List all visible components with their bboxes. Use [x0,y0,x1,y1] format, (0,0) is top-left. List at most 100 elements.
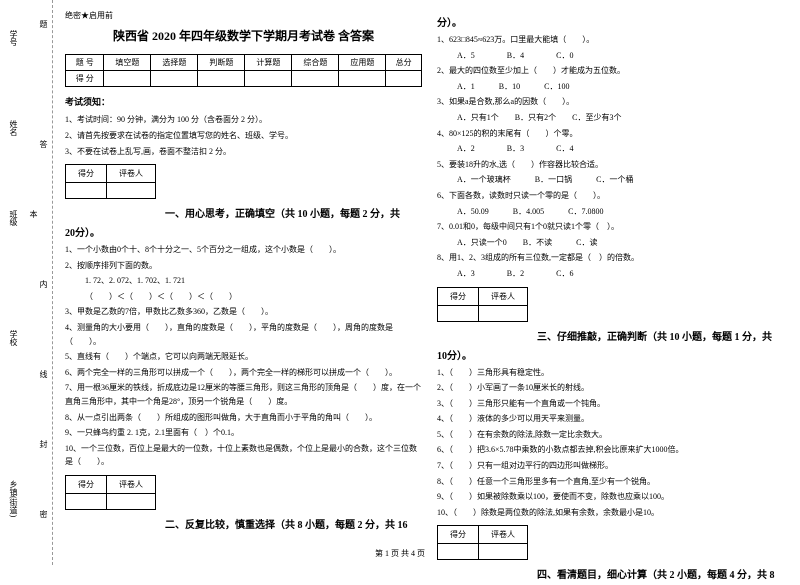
cell: 综合题 [292,55,339,71]
question-data: 1. 72、2. 072、1. 702、1. 721 [65,274,422,288]
seal-text: 本 [28,210,39,218]
question: 1、623□845≈623万。口里最大能填（ ）。 [437,33,794,47]
question: 1、（ ）三角形具有稳定性。 [437,366,794,380]
page-footer: 第 1 页 共 4 页 [0,548,800,559]
question: 1、一个小数由0个十、8个十分之一、5个百分之一组成，这个小数是（ ）。 [65,243,422,257]
section-1-title: 一、用心思考，正确填空（共 10 小题，每题 2 分，共 [65,205,422,220]
marker-table: 得分评卷人 [65,475,156,510]
field-school: 学校 [8,330,19,346]
seal-text: 答 [38,140,49,148]
notice-title: 考试须知： [65,95,422,108]
question: 6、（ ）把3.6×5.78中乘数的小数点都去掉,积会比原来扩大1000倍。 [437,443,794,457]
cell [104,71,151,87]
question: 6、下面各数，读数时只读一个零的是（ ）。 [437,189,794,203]
question: 10、一个三位数，百位上是最大的一位数，十位上素数也是偶数，个位上是最小的合数，… [65,442,422,469]
field-name: 姓名 [8,120,19,136]
question: 2、（ ）小军画了一条10厘米长的射线。 [437,381,794,395]
cell: 评卷人 [479,526,528,544]
cell [66,493,107,509]
question: 6、两个完全一样的三角形可以拼成一个（ ），两个完全一样的梯形可以拼成一个（ ）… [65,366,422,380]
question: 3、（ ）三角形只能有一个直角或一个钝角。 [437,397,794,411]
question: 8、用1、2、3组成的所有三位数,一定都是（ ）的倍数。 [437,251,794,265]
cell: 计算题 [245,55,292,71]
notice-item: 1、考试时间：90 分钟，满分为 100 分（含卷面分 2 分）。 [65,114,422,126]
options: A．一个玻璃杯 B．一口锅 C．一个桶 [437,173,794,187]
marker-table: 得分评卷人 [65,164,156,199]
cell: 评卷人 [107,475,156,493]
seal-text: 内 [38,280,49,288]
question: 10、（ ）除数是两位数的除法,如果有余数，余数最小是10。 [437,506,794,520]
section-4-title: 四、看清题目，细心计算（共 2 小题，每题 4 分，共 8 [437,566,794,581]
question: 4、80×125的积的末尾有（ ）个零。 [437,127,794,141]
field-class: 班级 [8,210,19,226]
options: A．只读一个0 B．不读 C．读 [437,236,794,250]
question: 9、一只蜂鸟约重 2. 1克，2.1里面有（ ）个0.1。 [65,426,422,440]
cell [386,71,422,87]
table-row: 得 分 [66,71,422,87]
question: 2、最大的四位数至少加上（ ）才能成为五位数。 [437,64,794,78]
question: 4、（ ）液体的多少可以用天平来测量。 [437,412,794,426]
question: 5、要装18升的水,选（ ）作容器比较合适。 [437,158,794,172]
cell [66,183,107,199]
dotted-line [52,0,53,565]
question: 3、甲数是乙数的7倍，甲数比乙数多360，乙数是（ ）。 [65,305,422,319]
seal-text: 密 [38,510,49,518]
cell [245,71,292,87]
question-blanks: （ ）＜（ ）＜（ ）＜（ ） [65,290,422,304]
cell: 题 号 [66,55,104,71]
cell: 总分 [386,55,422,71]
notice-item: 2、请首先按要求在试卷的指定位置填写您的姓名、班级、学号。 [65,130,422,142]
cell: 得分 [66,165,107,183]
section-3-title: 三、仔细推敲，正确判断（共 10 小题，每题 1 分，共 [437,328,794,343]
left-column: 绝密★启用前 陕西省 2020 年四年级数学下学期月考试卷 含答案 题 号 填空… [65,10,422,585]
secret-label: 绝密★启用前 [65,10,422,21]
marker-table: 得分评卷人 [437,287,528,322]
notice-item: 3、不要在试卷上乱写,画，卷面不整洁扣 2 分。 [65,146,422,158]
section-2-cont: 分）。 [437,14,794,29]
section-3-cont: 10分）。 [437,347,794,362]
cell [151,71,198,87]
cell [339,71,386,87]
cell: 选择题 [151,55,198,71]
cell [107,183,156,199]
question: 4、测量角的大小要用（ ），直角的度数是（ ），平角的度数是（ ），周角的度数是… [65,321,422,348]
cell: 得分 [66,475,107,493]
cell [479,305,528,321]
question: 9、（ ）如果被除数乘以100，要使而不变，除数也应乘以100。 [437,490,794,504]
cell: 判断题 [198,55,245,71]
right-column: 分）。 1、623□845≈623万。口里最大能填（ ）。 A．5 B．4 C．… [437,10,794,585]
section-1-cont: 20分）。 [65,224,422,239]
score-table: 题 号 填空题 选择题 判断题 计算题 综合题 应用题 总分 得 分 [65,54,422,87]
seal-text: 封 [38,440,49,448]
question: 7、用一根36厘米的铁线，折成底边是12厘米的等腰三角形，则这三角形的顶角是（ … [65,381,422,408]
cell: 评卷人 [107,165,156,183]
cell: 应用题 [339,55,386,71]
options: A．1 B．10 C．100 [437,80,794,94]
question: 8、从一点引出两条（ ）所组成的图形叫做角，大于直角而小于平角的角叫（ ）。 [65,411,422,425]
exam-title: 陕西省 2020 年四年级数学下学期月考试卷 含答案 [65,27,422,44]
options: A．50.09 B．4.005 C．7.0800 [437,205,794,219]
question: 5、直线有（ ）个端点，它可以向两端无限延长。 [65,350,422,364]
cell: 得分 [438,287,479,305]
question: 2、按顺序排列下面的数。 [65,259,422,273]
options: A．5 B．4 C．0 [437,49,794,63]
cell: 评卷人 [479,287,528,305]
question: 8、（ ）任意一个三角形里多有一个直角,至少有一个锐角。 [437,475,794,489]
table-row: 题 号 填空题 选择题 判断题 计算题 综合题 应用题 总分 [66,55,422,71]
cell [292,71,339,87]
cell [107,493,156,509]
field-town: 乡镇(街道) [8,480,19,517]
page-content: 绝密★启用前 陕西省 2020 年四年级数学下学期月考试卷 含答案 题 号 填空… [65,10,795,585]
cell: 得分 [438,526,479,544]
options: A．2 B．3 C．4 [437,142,794,156]
seal-text: 题 [38,20,49,28]
options: A．3 B．2 C．6 [437,267,794,281]
field-student-id: 学号 [8,30,19,46]
question: 5、（ ）在有余数的除法,除数一定比余数大。 [437,428,794,442]
cell [198,71,245,87]
section-2-title: 二、反复比较，慎重选择（共 8 小题，每题 2 分，共 16 [65,516,422,531]
question: 7、0.01和0，每级中间只有1个0就只读1个零（ ）。 [437,220,794,234]
seal-text: 线 [38,370,49,378]
cell: 填空题 [104,55,151,71]
binding-area: 学号 姓名 班级 学校 乡镇(街道) 题 答 本 内 线 封 密 [0,0,60,565]
